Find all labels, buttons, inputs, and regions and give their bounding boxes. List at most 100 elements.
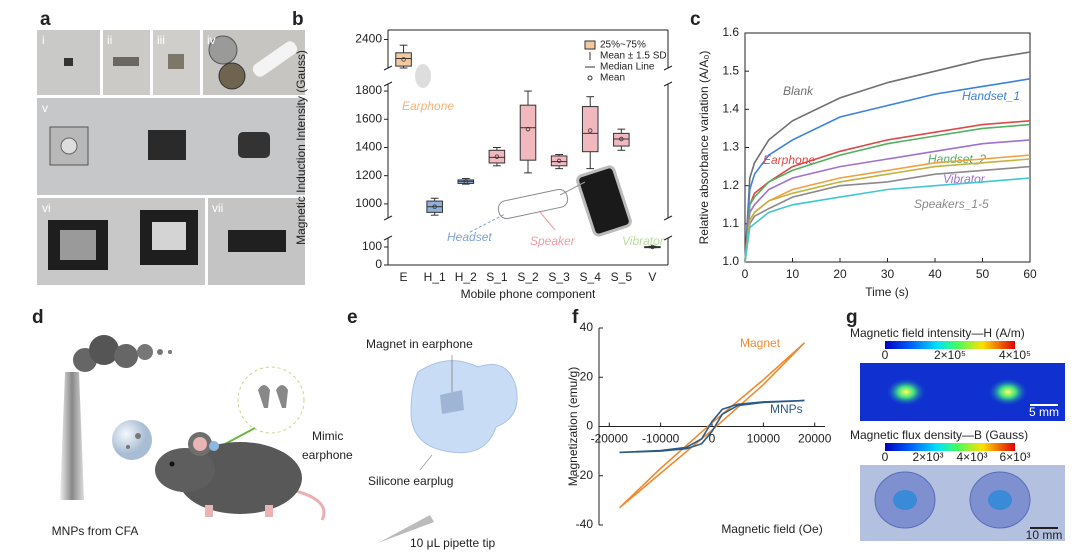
leader bbox=[419, 454, 433, 471]
y-tick-label: 1.6 bbox=[722, 25, 739, 39]
label: Silicone earplug bbox=[368, 474, 453, 488]
y-tick-label: 1.5 bbox=[722, 63, 739, 77]
series-label: Speakers_1-5 bbox=[914, 197, 989, 211]
panel-letter: d bbox=[32, 307, 44, 328]
x-tick-label: 40 bbox=[928, 267, 942, 281]
arrow bbox=[224, 427, 256, 445]
flux-core bbox=[988, 490, 1012, 510]
y-tick-label: -20 bbox=[576, 468, 594, 482]
series-line bbox=[744, 120, 1031, 263]
axis-break bbox=[383, 235, 393, 241]
component bbox=[148, 130, 186, 160]
y-tick-label: 2400 bbox=[355, 32, 382, 46]
x-tick-label: 60 bbox=[1023, 267, 1037, 281]
x-tick-label: 20000 bbox=[798, 432, 832, 446]
component bbox=[60, 137, 78, 155]
x-tick-label: 30 bbox=[881, 267, 895, 281]
series-line bbox=[744, 139, 1031, 263]
colorbar bbox=[885, 341, 1015, 349]
y-tick-label: -40 bbox=[576, 517, 594, 531]
photo-label: v bbox=[42, 101, 48, 115]
mouse-leg bbox=[205, 505, 213, 517]
series-line bbox=[744, 78, 1031, 263]
component bbox=[113, 57, 139, 66]
photo-label: vi bbox=[42, 201, 51, 215]
pipette-tip bbox=[378, 515, 434, 543]
colorbar-tick: 6×10³ bbox=[999, 450, 1030, 464]
mean bbox=[588, 128, 593, 133]
label: 10 μL pipette tip bbox=[410, 536, 496, 550]
label: earphone bbox=[302, 448, 353, 462]
mean bbox=[650, 244, 655, 250]
mouse-ear bbox=[193, 437, 207, 451]
smoke bbox=[168, 350, 172, 354]
colorbar-tick: 0 bbox=[882, 348, 889, 362]
x-axis-label: Magnetic field (Oe) bbox=[721, 522, 822, 536]
y-axis-label: Magnetization (emu/g) bbox=[566, 367, 580, 486]
earbud bbox=[258, 385, 270, 408]
magnet bbox=[440, 390, 464, 414]
component bbox=[168, 54, 184, 69]
y-tick-label: 1600 bbox=[355, 111, 382, 125]
earbud bbox=[276, 385, 288, 408]
colorbar-tick: 2×10⁵ bbox=[934, 348, 966, 362]
earbud bbox=[415, 64, 431, 88]
box bbox=[613, 132, 630, 147]
x-tick-label: 0 bbox=[742, 267, 749, 281]
axis-break bbox=[663, 215, 673, 221]
y-tick-label: 1.3 bbox=[722, 140, 739, 154]
legend-label: Mean ± 1.5 SD bbox=[600, 51, 667, 62]
y-tick-label: 1.4 bbox=[722, 102, 739, 116]
photo-label: ii bbox=[107, 33, 112, 47]
y-tick-label: 0 bbox=[375, 257, 382, 271]
mean bbox=[463, 179, 468, 184]
component bbox=[252, 41, 298, 77]
earplug bbox=[410, 360, 518, 454]
series-line bbox=[618, 342, 806, 509]
handset bbox=[497, 188, 569, 220]
colorbar-tick: 2×10³ bbox=[912, 450, 943, 464]
y-tick-label: 1.0 bbox=[722, 254, 739, 268]
connector bbox=[559, 181, 586, 196]
component bbox=[218, 62, 246, 90]
scale-label: 10 mm bbox=[1026, 528, 1063, 542]
component bbox=[64, 58, 73, 66]
x-tick-label: S_2 bbox=[517, 270, 539, 284]
x-tick-label: S_3 bbox=[548, 270, 570, 284]
smoke bbox=[114, 344, 138, 368]
smoke bbox=[137, 344, 153, 360]
series-label: Handset_1 bbox=[962, 89, 1020, 103]
zoom-circle bbox=[237, 366, 305, 434]
field-spot bbox=[988, 378, 1028, 406]
photo-label: vii bbox=[212, 201, 223, 215]
smokestack bbox=[60, 372, 84, 500]
component bbox=[208, 35, 238, 65]
mean bbox=[525, 126, 531, 132]
y-tick-label: 1800 bbox=[355, 83, 382, 97]
box bbox=[488, 149, 506, 164]
panel-letter: e bbox=[347, 307, 358, 328]
series-label: Magnet bbox=[740, 336, 781, 350]
tail bbox=[291, 488, 326, 521]
axis-break bbox=[383, 215, 393, 221]
x-tick-label: S_5 bbox=[611, 270, 633, 284]
colorbar-tick: 0 bbox=[882, 450, 889, 464]
scale-label: 5 mm bbox=[1029, 405, 1059, 419]
series-line bbox=[744, 51, 1031, 263]
annotation: Speaker bbox=[530, 234, 576, 248]
series-line bbox=[744, 123, 1031, 263]
phone bbox=[576, 165, 632, 237]
colorbar bbox=[885, 443, 1015, 451]
y-tick-label: 1000 bbox=[355, 196, 382, 210]
box bbox=[519, 104, 537, 161]
legend-label: 25%~75% bbox=[600, 40, 646, 51]
series-label: MNPs bbox=[770, 402, 803, 416]
component bbox=[238, 132, 270, 158]
y-tick-label: 1400 bbox=[355, 140, 382, 154]
panel-letter: g bbox=[846, 307, 858, 328]
label: MNPs from CFA bbox=[52, 524, 139, 538]
series-label: Earphone bbox=[763, 153, 815, 167]
axis-break bbox=[383, 81, 393, 87]
x-tick-label: -10000 bbox=[642, 432, 680, 446]
